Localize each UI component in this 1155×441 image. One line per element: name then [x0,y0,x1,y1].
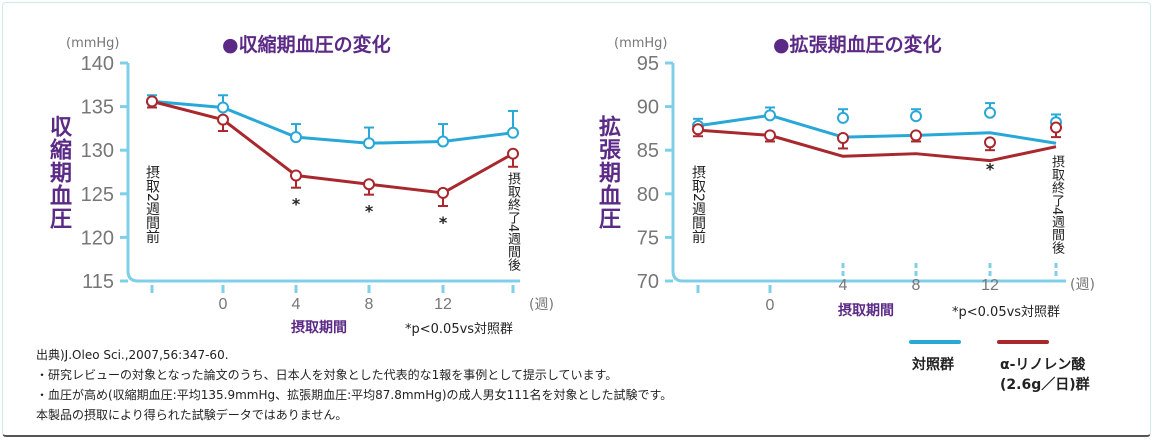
legend-label-control: 対照群 [912,357,954,373]
significance-marker: * [439,213,448,232]
data-point [837,111,849,124]
significance-marker: * [365,202,374,221]
y-tick-label: 75 [637,227,659,249]
systolic-significance-note: *p<0.05vs対照群 [405,322,514,337]
x-tick-label: 12 [981,277,999,294]
data-point [910,129,922,142]
data-point [507,147,519,160]
series-treatment [146,95,519,208]
axis-line [671,63,1066,283]
data-point [437,135,449,148]
systolic-y-label: 収縮期血圧 [46,115,71,230]
systolic-pre-label: 摂取2週間前 [144,165,160,244]
diastolic-chart: 95 90 85 80 75 70 0 4 8 12 * [637,53,1066,314]
significance-marker: * [986,160,995,179]
systolic-post-label: 摂取終了4週間後 [505,172,520,272]
diastolic-week-unit: (週) [1070,277,1095,293]
y-tick-label: 135 [81,97,114,119]
x-tick-label: 4 [292,296,301,313]
footnote-1: ・研究レビューの対象となった論文のうち、日本人を対象とした代表的な1報を事例とし… [36,368,618,382]
data-point [692,123,704,136]
y-tick-label: 90 [637,97,659,119]
diastolic-significance-note: *p<0.05vs対照群 [952,305,1061,320]
diastolic-unit: (mmHg) [614,36,668,51]
data-point [910,110,922,123]
x-tick-label: 4 [839,277,848,294]
y-tick-label: 125 [81,184,114,206]
series-line [697,128,1057,163]
significance-marker: * [292,195,301,214]
y-tick-label: 130 [81,140,114,162]
footnote-source: 出典)J.Oleo Sci.,2007,56:347-60. [36,348,229,362]
series-treatment [692,121,1062,163]
data-point [290,169,302,182]
systolic-chart: 140 135 130 125 120 115 0 4 8 12 * * * [81,53,520,313]
diastolic-chart-title: ●拡張期血圧の変化 [773,34,942,56]
data-point [837,131,849,144]
diastolic-post-label: 摂取終了4週間後 [1049,155,1064,255]
series-line [697,113,1057,145]
diastolic-y-label: 拡張期血圧 [595,115,620,230]
data-point [507,126,519,139]
data-point [146,95,158,108]
legend-swatch-control [909,340,961,344]
x-tick-label: 12 [434,296,452,313]
systolic-week-unit: (週) [529,297,554,313]
x-tick-label: 0 [219,296,228,313]
data-point [984,106,996,119]
series-line [151,99,514,195]
x-tick-label: 8 [912,277,921,294]
y-tick-label: 140 [81,53,114,75]
axis-line [126,63,520,283]
footnote-2: ・血圧が高め(収縮期血圧:平均135.9mmHg、拡張期血圧:平均87.8mmH… [36,388,673,402]
data-point [363,137,375,150]
series-line [151,99,514,145]
y-tick-label: 95 [637,53,659,75]
y-tick-label: 85 [637,140,659,162]
footnote-3: 本製品の摂取により得られた試験データではありません。 [36,408,348,422]
legend-treatment-line2: (2.6g／日)群 [1000,377,1090,393]
y-tick-label: 120 [81,227,114,249]
x-tick-label: 0 [766,297,775,314]
data-point [363,178,375,191]
series-control [692,102,1062,145]
series-control [146,94,519,150]
diastolic-x-label: 摂取期間 [838,303,894,319]
data-point [764,129,776,142]
data-point [290,131,302,144]
data-point [217,101,229,114]
y-tick-label: 70 [637,271,659,293]
systolic-unit: (mmHg) [66,36,120,51]
diastolic-pre-label: 摂取2週間前 [690,165,706,244]
data-point [1050,121,1062,134]
data-point [984,136,996,149]
y-tick-label: 115 [82,271,114,293]
systolic-x-label: 摂取期間 [291,320,347,336]
systolic-chart-title: ●収縮期血圧の変化 [222,34,391,56]
x-tick-label: 8 [365,296,374,313]
legend-swatch-treatment [997,340,1049,344]
data-point [437,186,449,199]
footnotes: 出典)J.Oleo Sci.,2007,56:347-60. ・研究レビューの対… [36,345,672,425]
legend-treatment-line1: α-リノレン酸 [1000,357,1086,373]
data-point [764,109,776,122]
y-tick-label: 80 [637,184,659,206]
data-point [217,113,229,126]
legend-label-treatment: α-リノレン酸 (2.6g／日)群 [1000,355,1090,395]
